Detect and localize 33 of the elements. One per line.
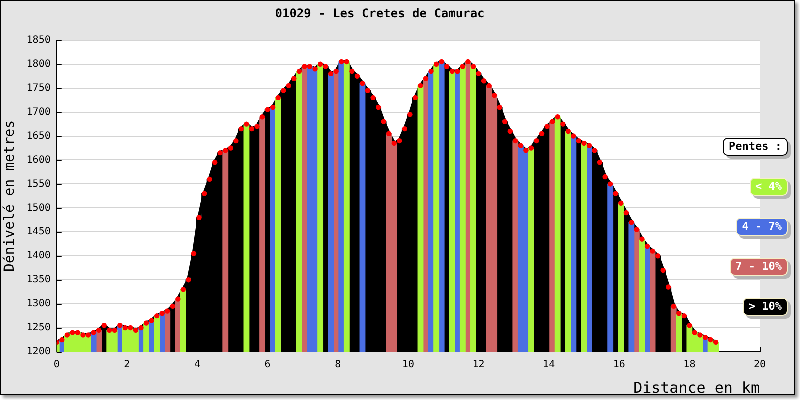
x-tick-label: 0 <box>54 360 60 371</box>
x-tick-label: 8 <box>335 360 342 371</box>
x-axis-title: Distance en km <box>634 378 760 397</box>
y-tick-label: 1400 <box>26 250 51 262</box>
legend-title: Pentes : <box>723 138 788 156</box>
text: < 4% <box>750 178 788 196</box>
x-tick-label: 2 <box>124 360 130 371</box>
y-tick-label: 1750 <box>26 82 51 94</box>
y-tick-label: 1550 <box>26 178 51 190</box>
y-tick-label: 1350 <box>26 274 51 286</box>
y-tick-label: 1600 <box>26 154 51 166</box>
x-tick-label: 20 <box>754 360 766 371</box>
x-tick-label: 4 <box>194 360 201 371</box>
x-tick-label: 14 <box>543 360 556 371</box>
chart-title: 01029 - Les Cretes de Camurac <box>275 6 485 20</box>
y-tick-label: 1650 <box>26 130 51 142</box>
y-tick-label: 1300 <box>26 298 51 310</box>
y-tick-label: 1200 <box>26 346 51 358</box>
x-tick-label: 6 <box>264 360 271 371</box>
x-tick-label: 12 <box>472 360 485 371</box>
text: > 10% <box>742 298 788 316</box>
y-axis-title: Dénivelé en metres <box>2 120 18 272</box>
y-tick-label: 1700 <box>26 106 51 118</box>
text: 4 - 7% <box>736 218 788 236</box>
y-tick-label: 1500 <box>26 202 51 214</box>
y-tick-label: 1450 <box>26 226 51 238</box>
x-tick-label: 18 <box>684 360 696 371</box>
x-tick-label: 10 <box>402 360 414 371</box>
text: 7 - 10% <box>730 258 788 276</box>
y-tick-label: 1850 <box>26 34 51 46</box>
y-tick-label: 1800 <box>26 58 51 70</box>
x-tick-label: 16 <box>613 360 626 371</box>
y-tick-label: 1250 <box>26 322 51 334</box>
